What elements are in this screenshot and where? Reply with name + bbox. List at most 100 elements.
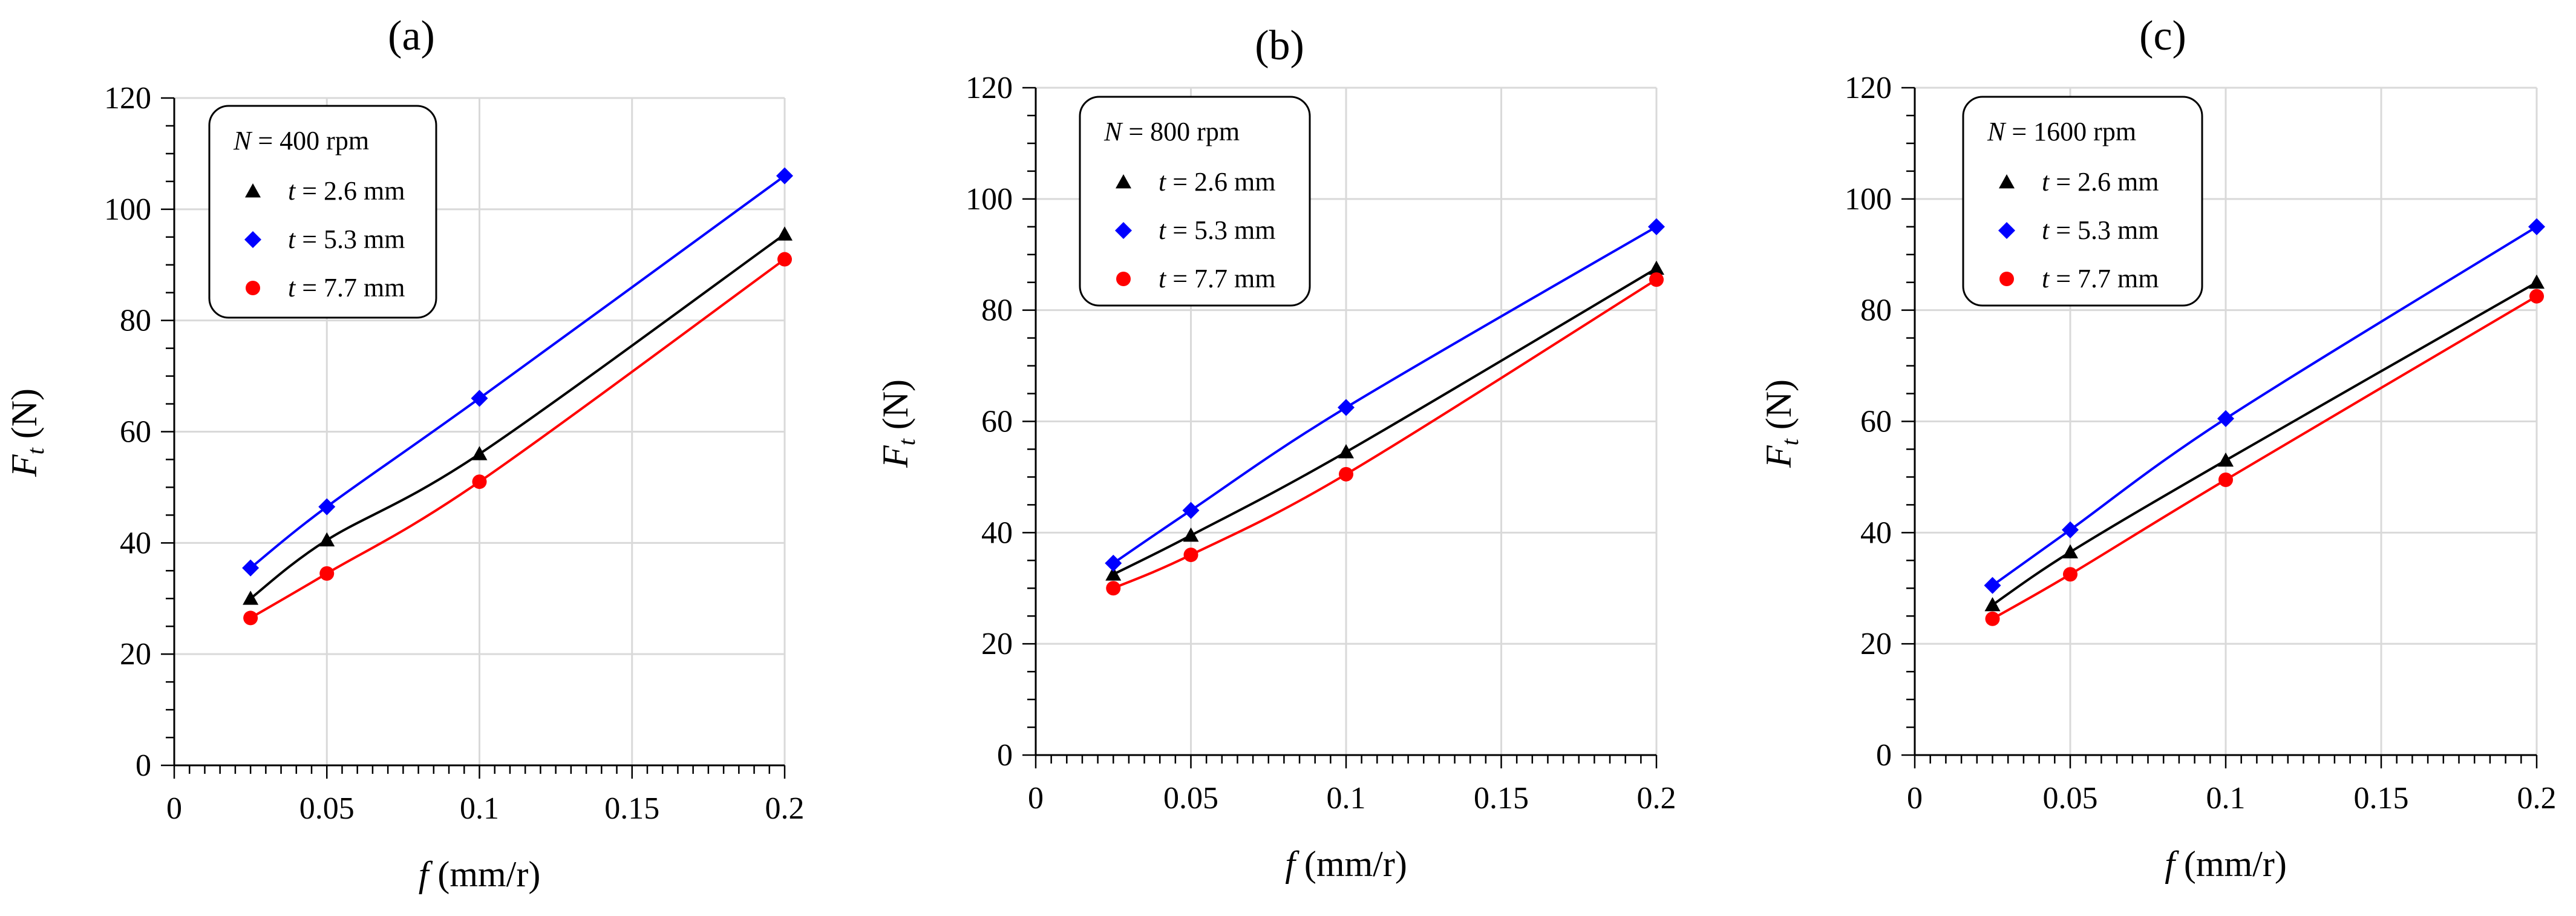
legend-marker-1 (244, 231, 261, 248)
data-point-series-2 (472, 474, 487, 489)
series-line-0 (249, 233, 786, 600)
chart-panel-a: 0 0.05 0.1 0.15 0.2 0 20 40 60 80 100 120 (a) f (mm/r… (4, 13, 805, 894)
legend-marker-1 (1115, 222, 1132, 239)
legend-entry-0: t = 2.6 mm (2042, 167, 2159, 197)
legend-title: N = 1600 rpm (1987, 117, 2136, 146)
data-point-series-2 (319, 566, 335, 581)
x-tick-label: 0.15 (604, 791, 659, 826)
series-line-0 (1992, 281, 2537, 606)
chart-panel-c: 0 0.05 0.1 0.15 0.2 0 20 40 60 80 100 120 (c) f (mm/r… (1759, 13, 2557, 884)
data-point-series-2 (2218, 473, 2233, 488)
series-line-0 (1113, 267, 1658, 576)
data-point-series-1 (1338, 399, 1355, 416)
x-tick-label: 0.15 (1474, 781, 1529, 816)
data-point-series-1 (2217, 410, 2234, 427)
data-point-series-2 (1985, 611, 2000, 626)
series-line-2 (1992, 295, 2538, 620)
y-tick-label: 60 (120, 415, 151, 450)
legend-box (208, 105, 437, 319)
data-point-series-0 (2218, 452, 2234, 467)
x-tick-label: 0.2 (1637, 781, 1676, 816)
y-tick-label: 80 (981, 293, 1013, 328)
data-point-series-2 (1649, 272, 1664, 287)
data-point-series-1 (471, 390, 488, 407)
data-point-series-0 (777, 226, 793, 241)
x-tick-label: 0.15 (2354, 781, 2409, 816)
data-point-series-1 (2062, 521, 2079, 538)
data-point-series-2 (1339, 466, 1353, 482)
chart-panel-b: 0 0.05 0.1 0.15 0.2 0 20 40 60 80 100 120 (b) f (mm/r… (875, 22, 1676, 884)
x-tick-label: 0.1 (1327, 781, 1366, 816)
legend-entry-2: t = 7.7 mm (288, 273, 405, 303)
data-point-series-2 (243, 610, 258, 626)
data-point-series-0 (243, 590, 259, 605)
x-axis-title: f (mm/r) (419, 854, 541, 894)
legend-box (1962, 96, 2203, 307)
data-point-series-1 (1105, 554, 1122, 572)
y-tick-label: 20 (1860, 627, 1892, 661)
x-tick-label: 0.1 (2206, 781, 2246, 816)
legend-entry-0: t = 2.6 mm (288, 176, 405, 206)
data-point-series-2 (1183, 548, 1198, 563)
data-point-series-1 (1182, 502, 1200, 519)
y-tick-label: 40 (1860, 515, 1892, 550)
legend-marker-2 (1116, 272, 1131, 286)
legend-marker-0 (1116, 174, 1131, 189)
y-tick-label: 80 (120, 304, 151, 338)
y-axis-title: Ft (N) (4, 388, 49, 477)
data-point-series-2 (777, 252, 792, 267)
y-tick-label: 120 (1845, 71, 1892, 105)
x-tick-label: 0.05 (299, 791, 355, 826)
legend-entry-1: t = 5.3 mm (1159, 215, 1276, 245)
legend-entry-0: t = 2.6 mm (1159, 167, 1276, 197)
legend-marker-0 (1999, 174, 2015, 189)
series-line-1 (249, 175, 786, 569)
x-tick-label: 0.1 (460, 791, 499, 826)
legend-title: N = 800 rpm (1103, 117, 1240, 146)
y-tick-label: 60 (981, 405, 1013, 439)
y-axis-title: Ft (N) (1759, 379, 1803, 468)
data-point-series-1 (242, 559, 260, 577)
legend: N = 1600 rpm t = 2.6 mm t = 5.3 mm t = 7.7 … (1962, 96, 2203, 307)
y-tick-label: 120 (966, 71, 1013, 105)
legend: N = 400 rpm t = 2.6 mm t = 5.3 mm t = 7.7 m… (208, 105, 437, 319)
legend-box (1079, 96, 1311, 307)
data-point-series-2 (2063, 567, 2077, 582)
y-tick-label: 0 (997, 738, 1013, 773)
x-tick-label: 0 (166, 791, 182, 826)
panel-label: (b) (1255, 22, 1304, 69)
x-tick-label: 0.2 (765, 791, 805, 826)
y-tick-label: 100 (104, 192, 151, 227)
y-tick-label: 100 (966, 182, 1013, 217)
x-tick-label: 0 (1907, 781, 1923, 816)
y-tick-label: 40 (120, 526, 151, 560)
data-point-series-0 (1338, 444, 1354, 459)
legend-marker-2 (246, 281, 260, 295)
y-tick-label: 100 (1845, 182, 1892, 217)
data-point-series-1 (318, 498, 336, 515)
data-point-series-2 (2529, 289, 2544, 304)
y-tick-label: 80 (1860, 293, 1892, 328)
x-axis-title: f (mm/r) (2165, 844, 2287, 884)
data-point-series-0 (471, 446, 488, 460)
series-line-2 (250, 258, 786, 620)
data-point-series-0 (1984, 597, 2001, 612)
series-line-1 (1992, 226, 2538, 587)
x-axis-title: f (mm/r) (1285, 844, 1407, 884)
series-line-1 (1113, 226, 1658, 564)
y-tick-label: 40 (981, 515, 1013, 550)
legend-marker-0 (245, 183, 261, 198)
y-tick-label: 120 (104, 81, 151, 116)
data-point-series-0 (1105, 566, 1122, 581)
y-tick-label: 20 (981, 627, 1013, 661)
panel-label: (a) (388, 13, 435, 59)
legend-entry-2: t = 7.7 mm (2042, 264, 2159, 293)
legend: N = 800 rpm t = 2.6 mm t = 5.3 mm t = 7.7 m… (1079, 96, 1311, 307)
y-axis-title: Ft (N) (875, 379, 920, 468)
data-point-series-0 (2529, 274, 2545, 289)
x-tick-label: 0 (1028, 781, 1044, 816)
data-point-series-1 (1648, 218, 1665, 235)
legend-title: N = 400 rpm (233, 126, 369, 155)
data-point-series-1 (1984, 577, 2001, 594)
